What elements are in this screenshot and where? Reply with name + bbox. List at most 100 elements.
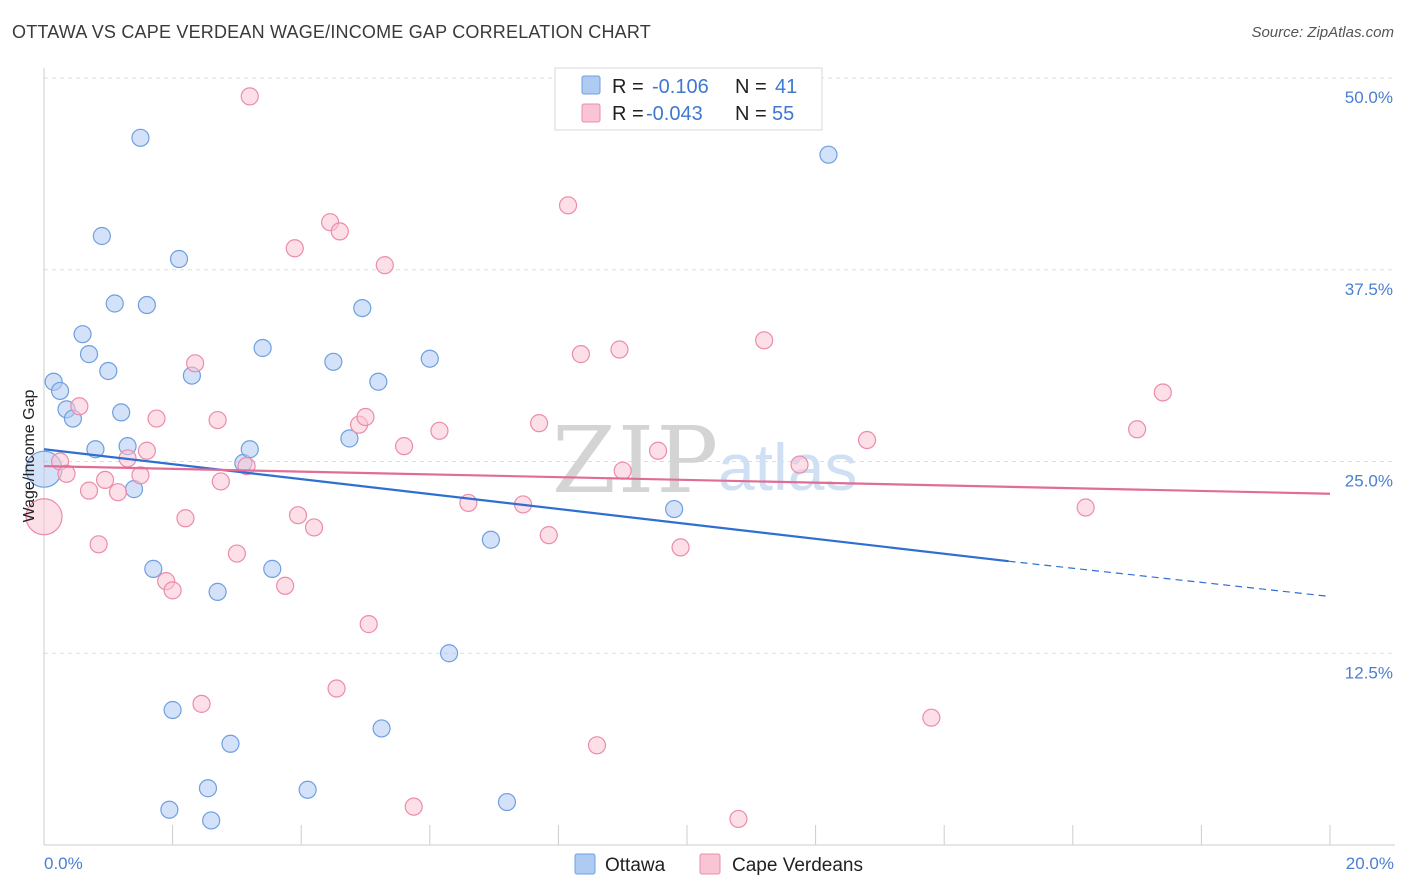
y-axis-label: Wage/Income Gap (21, 390, 38, 523)
x-tick-label: 0.0% (44, 854, 83, 873)
cape-verdeans-point (857, 430, 877, 450)
cape-verdeans-point (108, 483, 128, 502)
ottawa-point (819, 145, 838, 164)
cape-verdeans-point (587, 736, 607, 755)
y-tick-label: 50.0% (1345, 88, 1393, 107)
cape-verdeans-point (70, 397, 89, 416)
cape-verdeans-point (192, 694, 211, 713)
legend-n-value-cape-verdeans: 55 (772, 103, 794, 125)
cape-verdeans-point (137, 441, 156, 460)
cape-verdeans-point (359, 615, 378, 634)
ottawa-point (240, 440, 259, 459)
ottawa-point (221, 734, 240, 753)
ottawa-trend-line (43, 448, 1009, 563)
legend-r-label-ottawa: R = (612, 76, 644, 98)
y-tick-label: 12.5% (1345, 663, 1393, 682)
legend-n-value-ottawa: 41 (775, 76, 797, 98)
watermark-atlas: atlas (718, 430, 857, 504)
cape-verdeans-point (648, 441, 668, 460)
cape-verdeans-point (276, 576, 295, 595)
cape-verdeans-point (539, 526, 558, 545)
cape-verdeans-point (288, 506, 308, 525)
cape-verdeans-point (356, 407, 375, 427)
chart-source: Source: ZipAtlas.com (1251, 24, 1394, 41)
cape-verdeans-trend-line (43, 465, 1331, 495)
series-legend-swatch-cape-verdeans (699, 853, 721, 875)
legend-r-label-cape-verdeans: R = (612, 103, 644, 125)
y-tick-label: 37.5% (1345, 280, 1393, 299)
cape-verdeans-point (571, 345, 591, 364)
cape-verdeans-point (729, 809, 748, 829)
cape-verdeans-point (89, 535, 108, 554)
legend-swatch-ottawa (581, 75, 601, 95)
grid-layer (44, 77, 1395, 654)
ottawa-point (420, 349, 439, 368)
cape-verdeans-point (95, 470, 115, 490)
ottawa-point (50, 381, 70, 401)
cape-verdeans-point (25, 498, 63, 536)
cape-verdeans-point (57, 464, 76, 483)
cape-verdeans-point (610, 340, 629, 359)
legend-n-label-ottawa: N = (735, 76, 767, 98)
ottawa-trend-extension (1008, 560, 1331, 598)
ottawa-point (92, 226, 111, 246)
cape-verdeans-point (186, 354, 205, 373)
cape-verdeans-point (208, 410, 227, 430)
ottawa-point (112, 403, 131, 422)
y-tick-label: 25.0% (1345, 472, 1393, 491)
ottawa-point (137, 295, 156, 315)
cape-verdeans-point (613, 461, 632, 480)
cape-verdeans-point (375, 256, 394, 275)
ottawa-point (73, 325, 92, 344)
cape-verdeans-point (79, 481, 99, 500)
ottawa-point (665, 499, 684, 519)
series-legend-swatch-ottawa (574, 853, 596, 875)
cape-verdeans-point (404, 797, 423, 816)
stats-legend: R = -0.106 N = 41 R = -0.043 N = 55 (554, 67, 823, 131)
ottawa-point (324, 352, 343, 371)
ottawa-point (340, 429, 359, 448)
x-tick-labels: 0.0% 20.0% (44, 854, 1394, 873)
ottawa-point (105, 294, 124, 313)
ottawa-point (99, 361, 118, 381)
cape-verdeans-point (176, 509, 195, 528)
ottawa-point (144, 559, 163, 578)
cape-verdeans-point (671, 538, 690, 557)
cape-verdeans-point (147, 409, 166, 428)
ottawa-point (198, 779, 218, 798)
watermark-zip: ZIP (552, 407, 720, 514)
trend-layer (43, 448, 1331, 598)
ottawa-point (86, 440, 105, 459)
legend-r-value-cape-verdeans: -0.043 (646, 103, 703, 125)
chart-title: OTTAWA VS CAPE VERDEAN WAGE/INCOME GAP C… (12, 22, 651, 42)
cape-verdeans-point (1076, 498, 1095, 517)
cape-verdeans-point (227, 544, 246, 563)
series-legend: Ottawa Cape Verdeans (574, 853, 863, 876)
cape-verdeans-point (304, 518, 324, 537)
cape-verdeans-point (1153, 383, 1172, 402)
ottawa-point (208, 582, 227, 601)
series-legend-label-ottawa: Ottawa (605, 855, 666, 876)
ottawa-point (369, 372, 388, 391)
cape-verdeans-point (211, 472, 230, 491)
ottawa-point (131, 128, 150, 147)
cape-verdeans-point (755, 331, 774, 350)
ottawa-point (160, 800, 179, 819)
ottawa-point (481, 530, 500, 549)
cape-verdeans-point (285, 239, 304, 258)
ottawa-point (353, 299, 372, 318)
cape-verdeans-point (131, 466, 150, 485)
ottawa-point (253, 338, 272, 358)
cape-verdeans-point (922, 708, 941, 727)
ottawa-point (439, 644, 459, 663)
cape-verdeans-point (1127, 420, 1147, 439)
legend-swatch-cape-verdeans (581, 103, 601, 123)
ottawa-point (298, 780, 317, 799)
ottawa-point (372, 719, 391, 738)
ottawa-point (202, 811, 221, 830)
ottawa-point (263, 559, 282, 578)
ottawa-point (79, 345, 99, 364)
ottawa-point (497, 792, 517, 812)
cape-verdeans-point (327, 679, 346, 698)
